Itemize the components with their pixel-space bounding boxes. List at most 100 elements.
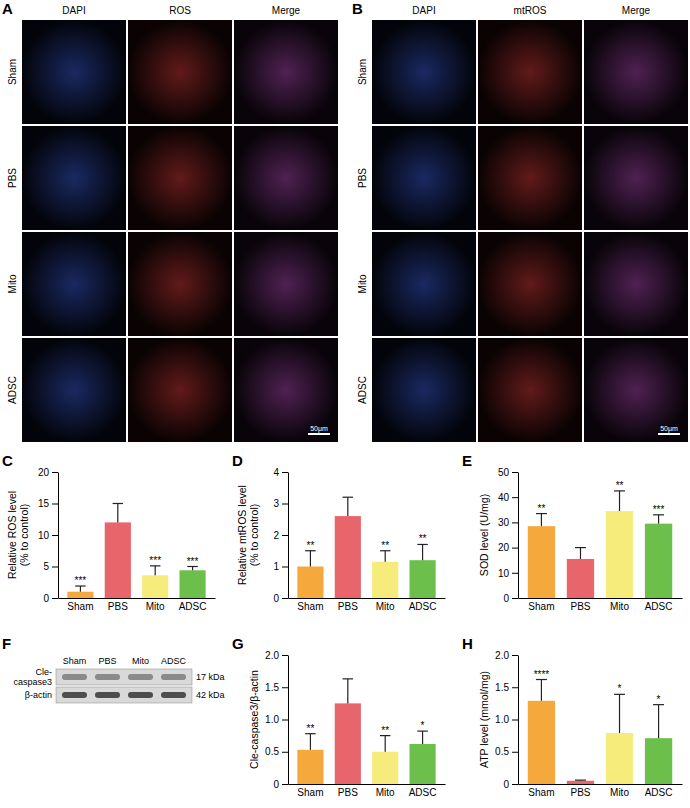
- x-tick-label: Mito: [610, 787, 629, 798]
- blot-row-label: Cle-: [35, 667, 52, 677]
- y-tick: 5: [43, 561, 58, 572]
- y-tick-label: 15: [38, 498, 50, 509]
- micrograph: [478, 126, 582, 230]
- y-tick-label: 0.5: [265, 746, 279, 757]
- y-tick-label: 20: [498, 542, 510, 553]
- lane-label: PBS: [98, 656, 116, 666]
- y-axis-line: [288, 656, 289, 785]
- x-tick-label: PBS: [570, 601, 590, 612]
- y-tick: 2.0: [495, 650, 518, 661]
- micrograph: [584, 126, 688, 230]
- micrograph: [234, 338, 338, 442]
- bar: [105, 522, 131, 598]
- error-bar: [117, 504, 118, 523]
- y-tick: 10: [38, 530, 58, 541]
- y-axis-title: SOD level (U/mg): [478, 494, 490, 576]
- error-bar: [619, 491, 620, 511]
- micrograph-tint: [128, 232, 232, 336]
- y-tick: 4: [273, 467, 288, 478]
- column-header: DAPI: [62, 5, 85, 16]
- y-tick-label: 1.5: [265, 682, 279, 693]
- y-tick-mark: [52, 535, 58, 536]
- y-tick: 1.0: [495, 714, 518, 725]
- micrograph: [234, 20, 338, 124]
- bar: [606, 511, 633, 598]
- x-tick: ADSC: [645, 598, 673, 612]
- x-tick-label: Mito: [376, 787, 395, 798]
- y-tick-mark: [282, 720, 288, 721]
- micrograph-tint: [584, 338, 688, 442]
- micrograph-tint: [372, 338, 476, 442]
- y-tick-mark: [512, 784, 518, 785]
- scale-bar: [658, 433, 680, 435]
- y-tick: 0: [273, 779, 288, 790]
- error-bar: [541, 514, 542, 527]
- y-axis-title: ATP level (mmol/mg): [478, 671, 490, 768]
- y-tick-mark: [512, 687, 518, 688]
- panel-label: E: [462, 452, 472, 469]
- row-label: Sham: [7, 59, 18, 85]
- panel-label: A: [2, 0, 13, 17]
- y-tick-label: 1.5: [495, 682, 509, 693]
- x-axis: ShamPBSMitoADSC: [519, 784, 683, 798]
- y-axis-line: [288, 473, 289, 599]
- panel-label: F: [2, 635, 11, 652]
- y-tick-mark: [512, 752, 518, 753]
- x-tick: Sham: [67, 598, 93, 612]
- error-bar: [347, 497, 348, 516]
- micrograph-tint: [234, 338, 338, 442]
- significance: ****: [534, 669, 550, 680]
- y-tick-mark: [282, 598, 288, 599]
- micrograph-tint: [22, 126, 126, 230]
- error-bar: [80, 586, 81, 592]
- x-axis: ShamPBSMitoADSC: [289, 598, 446, 612]
- y-tick-mark: [512, 720, 518, 721]
- y-tick: 3: [273, 498, 288, 509]
- error-cap: [343, 678, 353, 679]
- micrograph: [128, 20, 232, 124]
- bar: [409, 744, 435, 784]
- bar: [606, 733, 633, 784]
- x-tick-label: Sham: [297, 787, 323, 798]
- y-tick-label: 1: [273, 561, 279, 572]
- y-tick: 20: [498, 542, 518, 553]
- column-header: Merge: [272, 5, 301, 16]
- y-tick-label: 20: [38, 467, 50, 478]
- chart: D******01234ShamPBSMitoADSCRelative mtRO…: [232, 452, 446, 612]
- column-header: ROS: [169, 5, 191, 16]
- blot-band: [161, 674, 186, 680]
- y-axis-line: [58, 473, 59, 599]
- y-tick-label: 4: [273, 467, 279, 478]
- significance: ***: [75, 575, 87, 586]
- micrograph-tint: [22, 338, 126, 442]
- blot-strip: [56, 687, 192, 703]
- x-tick-label: Sham: [528, 601, 554, 612]
- y-tick-label: 0.5: [495, 746, 509, 757]
- error-bar: [541, 680, 542, 701]
- panel-label: C: [2, 452, 13, 469]
- y-tick: 20: [38, 467, 58, 478]
- plot-area: [528, 680, 672, 784]
- error-bar: [310, 734, 311, 750]
- y-tick-label: 0: [273, 593, 279, 604]
- y-tick-mark: [512, 522, 518, 523]
- y-axis-line: [518, 473, 519, 599]
- column-header: Merge: [622, 5, 651, 16]
- bar: [297, 567, 323, 599]
- x-tick: PBS: [570, 598, 590, 612]
- bar: [297, 750, 323, 784]
- blot-band: [95, 692, 120, 698]
- bar: [67, 592, 93, 598]
- micrograph: [478, 338, 582, 442]
- error-bar: [385, 736, 386, 752]
- y-tick: 15: [38, 498, 58, 509]
- plot-area: [297, 679, 435, 784]
- scale-bar-label: 50μm: [660, 425, 678, 433]
- error-bar: [658, 515, 659, 524]
- lane-label: Sham: [63, 656, 87, 666]
- x-tick: PBS: [108, 598, 128, 612]
- x-tick: Sham: [297, 598, 323, 612]
- micrograph-tint: [22, 232, 126, 336]
- x-tick-label: ADSC: [645, 601, 673, 612]
- x-tick: ADSC: [179, 598, 207, 612]
